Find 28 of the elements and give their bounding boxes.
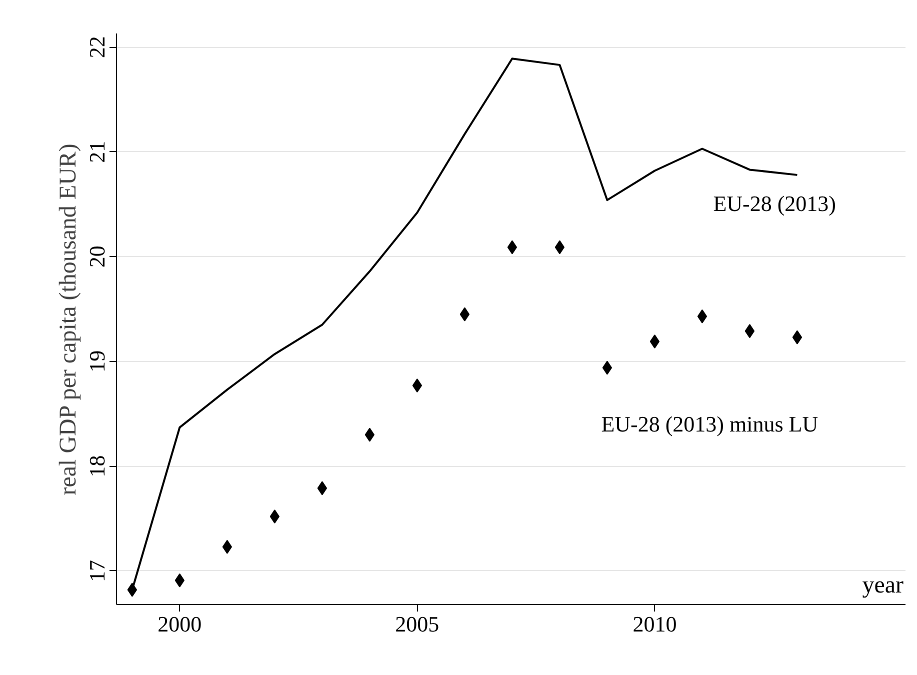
y-axis-title: real GDP per capita (thousand EUR) (56, 144, 82, 496)
x-tick-label: 2010 (632, 612, 677, 636)
y-tick-label: 22 (84, 36, 110, 58)
y-tick-label: 19 (84, 350, 110, 372)
point (460, 307, 470, 322)
x-axis-title: year (862, 572, 904, 598)
point (317, 481, 328, 496)
point (554, 240, 565, 254)
point (507, 240, 518, 254)
x-tick-label: 2000 (158, 612, 202, 636)
point (270, 509, 280, 524)
point (744, 324, 755, 338)
series-label: EU-28 (2013) minus LU (601, 411, 818, 436)
series-label: EU-28 (2013) (713, 190, 836, 216)
point (222, 540, 232, 554)
y-tick-label: 18 (84, 455, 110, 478)
point (650, 334, 660, 349)
x-tick-label: 2005 (395, 612, 440, 636)
point (412, 378, 422, 393)
y-tick-label: 17 (84, 560, 110, 582)
y-tick-label: 20 (84, 246, 110, 268)
point (602, 360, 612, 375)
point (364, 428, 375, 442)
y-tick-label: 21 (84, 140, 110, 163)
point (697, 309, 708, 324)
point (174, 573, 185, 588)
point (792, 330, 802, 344)
point (127, 582, 138, 597)
